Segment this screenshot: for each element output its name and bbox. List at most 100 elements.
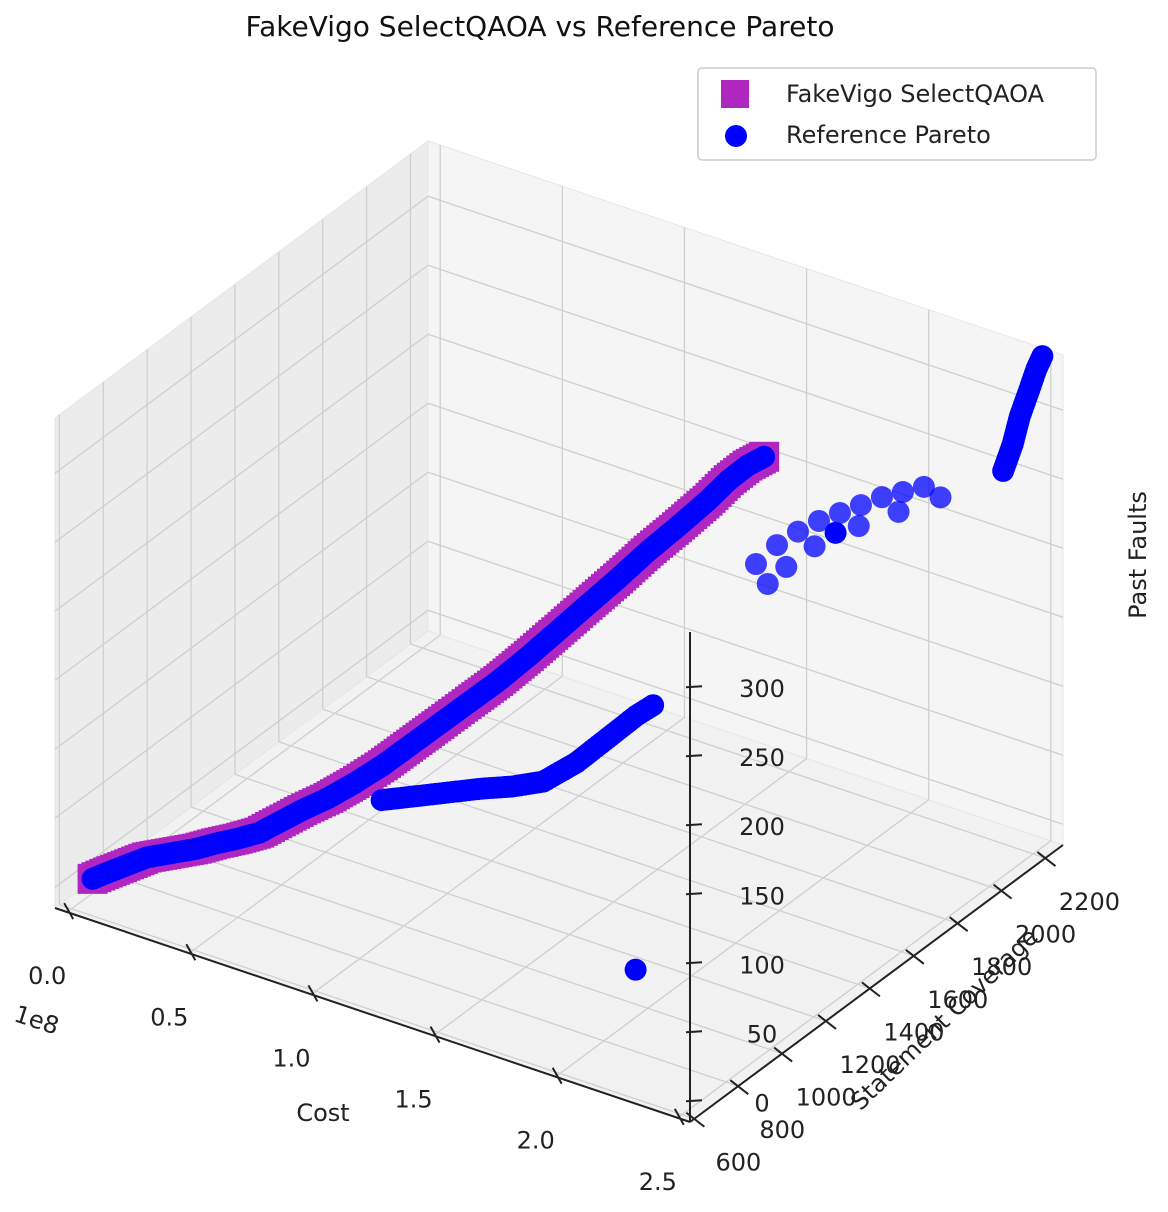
z-tick-label: 250: [739, 744, 785, 772]
legend: FakeVigo SelectQAOA Reference Pareto: [697, 67, 1097, 161]
z-tick-label: 300: [739, 675, 785, 703]
reference-point: [828, 502, 851, 525]
x-tick-label: 2.5: [639, 1168, 677, 1196]
x-tick-mark: [185, 943, 197, 961]
y-tick-label: 1400: [883, 1018, 944, 1046]
reference-point: [912, 475, 935, 498]
y-tick-mark: [729, 1079, 749, 1095]
legend-box: [697, 67, 1097, 161]
legend-label-reference: Reference Pareto: [786, 121, 991, 149]
z-tick-mark: [685, 1099, 703, 1103]
z-tick-mark: [685, 685, 703, 689]
legend-marker-reference: [725, 125, 747, 147]
axis-panes: [53, 140, 1065, 1123]
grid-line-z-left: [54, 195, 429, 474]
x-tick-mark: [673, 1108, 685, 1126]
x-tick-mark: [307, 984, 319, 1002]
z-tick-mark: [685, 1030, 703, 1034]
x-tick-mark: [63, 902, 75, 920]
reference-point: [849, 494, 872, 517]
reference-point: [1031, 345, 1054, 368]
tick-labels: 0.00.51.01.52.02.56008001000120014001600…: [28, 675, 1120, 1196]
reference-point: [775, 555, 798, 578]
x-tick-mark: [551, 1067, 563, 1085]
reference-point: [624, 958, 647, 981]
x-tick-mark: [429, 1026, 441, 1044]
grid-line-z-left: [54, 333, 429, 612]
y-tick-label: 1200: [839, 1051, 900, 1079]
grid-line-z-back: [427, 471, 1064, 687]
legend-marker-selectqaoa: [721, 80, 749, 108]
reference-point: [745, 553, 768, 576]
z-tick-label: 0: [754, 1089, 769, 1117]
grid-line-x-floor: [188, 675, 563, 954]
z-axis-label: Past Faults: [1124, 491, 1152, 619]
reference-point: [756, 572, 779, 595]
legend-label-selectqaoa: FakeVigo SelectQAOA: [786, 80, 1045, 108]
x-tick-label: 0.0: [28, 962, 66, 990]
grid-line-z-left: [54, 540, 429, 819]
reference-point: [803, 535, 826, 558]
back-wall-pane: [427, 140, 1064, 846]
reference-point: [753, 445, 776, 468]
y-tick-mark: [949, 916, 969, 933]
grid-line-z-back: [427, 402, 1064, 618]
x-tick-label: 2.0: [517, 1127, 555, 1155]
z-tick-mark: [685, 961, 703, 965]
grid-line-y-floor: [59, 904, 695, 1120]
x-axis-offset-label: 1e8: [11, 1000, 63, 1041]
y-tick-label: 2000: [1015, 921, 1076, 949]
chart-title: FakeVigo SelectQAOA vs Reference Pareto: [246, 10, 835, 43]
grid-line-z-left: [54, 402, 429, 681]
grid-line-z-left: [54, 609, 429, 888]
grid-line-x-floor: [311, 716, 685, 995]
grid-line-z-left: [54, 264, 429, 543]
z-tick-label: 150: [739, 882, 785, 910]
reference-point: [765, 534, 788, 557]
grid-line-z-left: [54, 471, 429, 750]
y-tick-label: 800: [759, 1116, 805, 1144]
grid-line-x-floor: [677, 840, 1052, 1119]
y-tick-mark: [992, 883, 1013, 900]
grid-line-z-back: [427, 333, 1064, 549]
reference-point: [807, 509, 830, 532]
axis-lines: [54, 632, 1064, 1128]
reference-point: [847, 515, 870, 538]
z-tick-label: 200: [739, 813, 785, 841]
y-tick-label: 600: [715, 1149, 761, 1177]
y-tick-label: 1000: [796, 1084, 857, 1112]
reference-point: [929, 486, 952, 509]
reference-point: [642, 694, 665, 717]
y-tick-mark: [685, 1111, 706, 1128]
y-tick-label: 2200: [1059, 888, 1120, 916]
grid-line-z-back: [427, 540, 1064, 756]
z-tick-mark: [685, 823, 703, 827]
reference-point: [786, 520, 809, 543]
reference-point: [891, 481, 914, 504]
data-points: [77, 345, 1054, 981]
y-tick-label: 1800: [971, 953, 1032, 981]
y-tick-mark: [773, 1046, 793, 1063]
z-tick-mark: [685, 892, 703, 896]
reference-point: [824, 521, 847, 544]
grid-line-y-floor: [190, 806, 827, 1022]
z-tick-label: 50: [747, 1020, 778, 1048]
reference-point: [887, 500, 910, 523]
y-tick-label: 1600: [927, 986, 988, 1014]
x-tick-label: 0.5: [150, 1003, 188, 1031]
grid-line-y-floor: [103, 871, 739, 1087]
grid-line-x-floor: [433, 758, 807, 1037]
y-tick-mark: [905, 949, 925, 965]
z-tick-mark: [685, 754, 703, 758]
y-tick-mark: [817, 1014, 837, 1030]
y-tick-mark: [1036, 851, 1057, 867]
x-tick-label: 1.5: [394, 1086, 432, 1114]
grid-line-z-back: [427, 264, 1064, 480]
grid-line-x-floor: [555, 799, 930, 1078]
y-tick-mark: [861, 981, 881, 998]
z-tick-label: 100: [739, 951, 785, 979]
grid-line-z-back: [427, 195, 1064, 411]
grid-line-y-floor: [146, 838, 783, 1055]
